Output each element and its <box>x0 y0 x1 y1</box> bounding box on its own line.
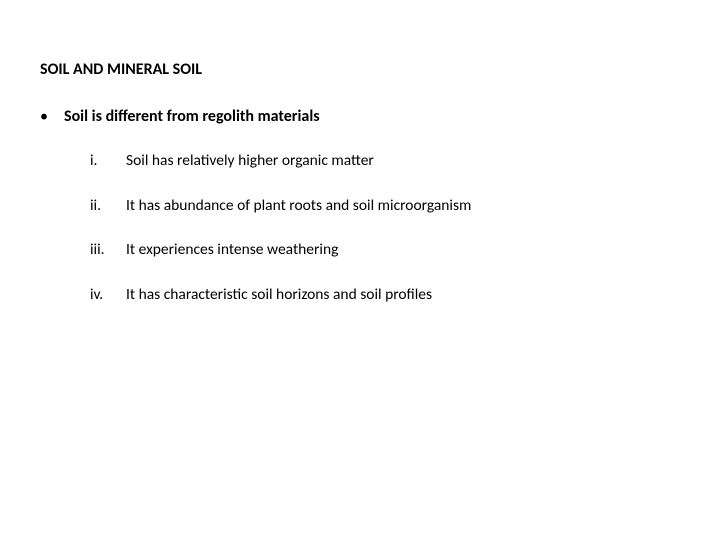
list-text: It has characteristic soil horizons and … <box>126 286 432 305</box>
sublist: i. Soil has relatively higher organic ma… <box>40 152 680 304</box>
list-marker: ii. <box>90 197 126 216</box>
list-item: iii. It experiences intense weathering <box>90 241 680 260</box>
list-marker: iii. <box>90 241 126 260</box>
bullet-icon: • <box>40 107 64 126</box>
list-marker: i. <box>90 152 126 171</box>
list-text: It experiences intense weathering <box>126 241 338 260</box>
list-item: i. Soil has relatively higher organic ma… <box>90 152 680 171</box>
slide-title: SOIL AND MINERAL SOIL <box>40 60 680 79</box>
list-text: Soil has relatively higher organic matte… <box>126 152 374 171</box>
list-text: It has abundance of plant roots and soil… <box>126 197 471 216</box>
level1-row: • Soil is different from regolith materi… <box>40 107 680 126</box>
slide: SOIL AND MINERAL SOIL • Soil is differen… <box>0 0 720 540</box>
level1-text: Soil is different from regolith material… <box>64 107 320 126</box>
list-item: iv. It has characteristic soil horizons … <box>90 286 680 305</box>
list-marker: iv. <box>90 286 126 305</box>
list-item: ii. It has abundance of plant roots and … <box>90 197 680 216</box>
